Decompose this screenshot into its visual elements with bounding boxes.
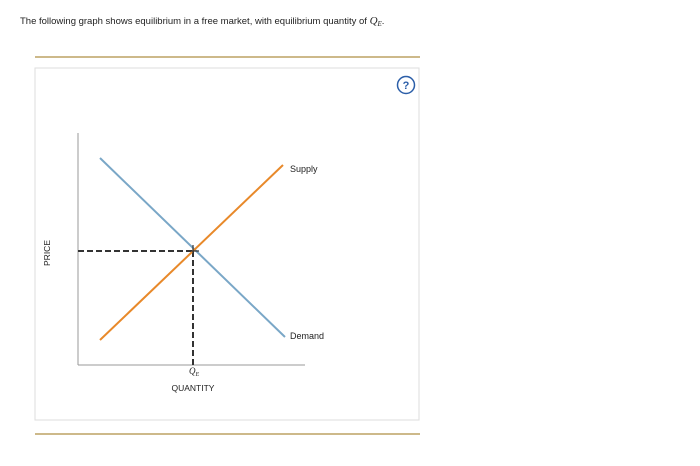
graph-panel — [34, 67, 420, 421]
supply-label: Supply — [290, 164, 318, 174]
x-axis-label: QUANTITY — [172, 383, 215, 393]
demand-label: Demand — [290, 331, 324, 341]
help-circle[interactable] — [396, 75, 416, 95]
equilibrium-symbol: Q — [189, 366, 196, 376]
question-symbol: Q — [370, 15, 378, 27]
equilibrium-subscript: E — [195, 372, 200, 378]
question-end: . — [382, 16, 385, 27]
equilibrium-point — [187, 245, 199, 257]
question-subscript: E — [377, 20, 383, 28]
question-text: The following graph shows equilibrium in… — [20, 15, 384, 28]
y-axis-label: PRICE — [42, 240, 52, 266]
help-label[interactable]: ? — [403, 80, 410, 92]
equilibrium-label: QE — [189, 366, 200, 378]
help-button[interactable]: ? — [396, 75, 416, 95]
question-body: The following graph shows equilibrium in… — [20, 16, 367, 27]
supply-curve — [99, 164, 284, 341]
